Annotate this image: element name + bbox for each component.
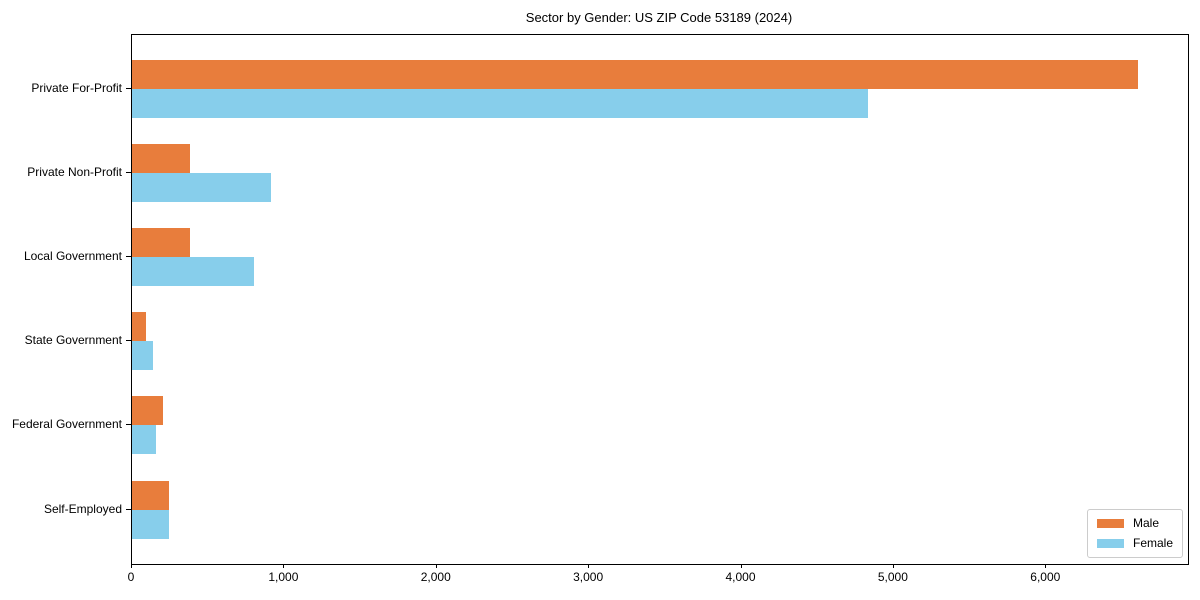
bar-female-federal-government (132, 425, 157, 455)
y-tick-mark (126, 256, 131, 258)
y-axis-label-private-non-profit: Private Non-Profit (27, 165, 122, 180)
legend-item-male: Male (1096, 516, 1173, 530)
legend-swatch-female (1096, 539, 1124, 548)
legend-item-female: Female (1096, 536, 1173, 550)
y-tick-mark (126, 88, 131, 89)
bar-male-self-employed (132, 480, 170, 510)
x-tick-label-3-000: 3,000 (573, 570, 604, 584)
bar-male-federal-government (132, 396, 164, 426)
y-axis-label-local-government: Local Government (23, 249, 122, 264)
bar-male-state-government (132, 312, 146, 342)
legend: Male Female (1086, 509, 1183, 558)
y-axis-label-federal-government: Federal Government (11, 417, 122, 432)
bar-female-local-government (132, 257, 254, 287)
chart-title: Sector by Gender: US ZIP Code 53189 (202… (525, 10, 793, 25)
x-tick-label-0: 0 (127, 570, 135, 584)
x-tick-label-5-000: 5,000 (877, 570, 908, 584)
x-tick-mark (435, 564, 437, 568)
bar-female-state-government (132, 341, 154, 371)
bar-female-private-non-profit (132, 173, 271, 203)
x-tick-mark (588, 564, 590, 568)
bar-female-private-for-profit (132, 89, 868, 118)
x-tick-label-6-000: 6,000 (1030, 570, 1061, 584)
bar-male-local-government (132, 228, 190, 258)
y-tick-mark (126, 508, 131, 510)
x-tick-mark (892, 564, 894, 568)
bar-male-private-for-profit (132, 60, 1138, 89)
x-tick-mark (740, 564, 742, 568)
plot-area: Male Female (131, 34, 1189, 565)
x-tick-mark (131, 564, 132, 568)
x-tick-label-2-000: 2,000 (420, 570, 451, 584)
y-tick-mark (126, 424, 131, 426)
legend-label-male: Male (1132, 516, 1159, 530)
y-axis-label-private-for-profit: Private For-Profit (31, 81, 122, 95)
legend-label-female: Female (1132, 536, 1173, 550)
y-tick-mark (126, 172, 131, 174)
bar-female-self-employed (132, 509, 169, 539)
bar-male-private-non-profit (132, 144, 190, 174)
y-tick-mark (126, 340, 131, 342)
x-tick-mark (283, 564, 285, 568)
x-tick-mark (1045, 564, 1047, 568)
y-axis-label-state-government: State Government (24, 333, 122, 348)
x-tick-label-4-000: 4,000 (725, 570, 756, 584)
legend-swatch-male (1096, 519, 1124, 528)
y-axis-label-self-employed: Self-Employed (43, 501, 122, 516)
x-tick-label-1-000: 1,000 (268, 570, 299, 584)
